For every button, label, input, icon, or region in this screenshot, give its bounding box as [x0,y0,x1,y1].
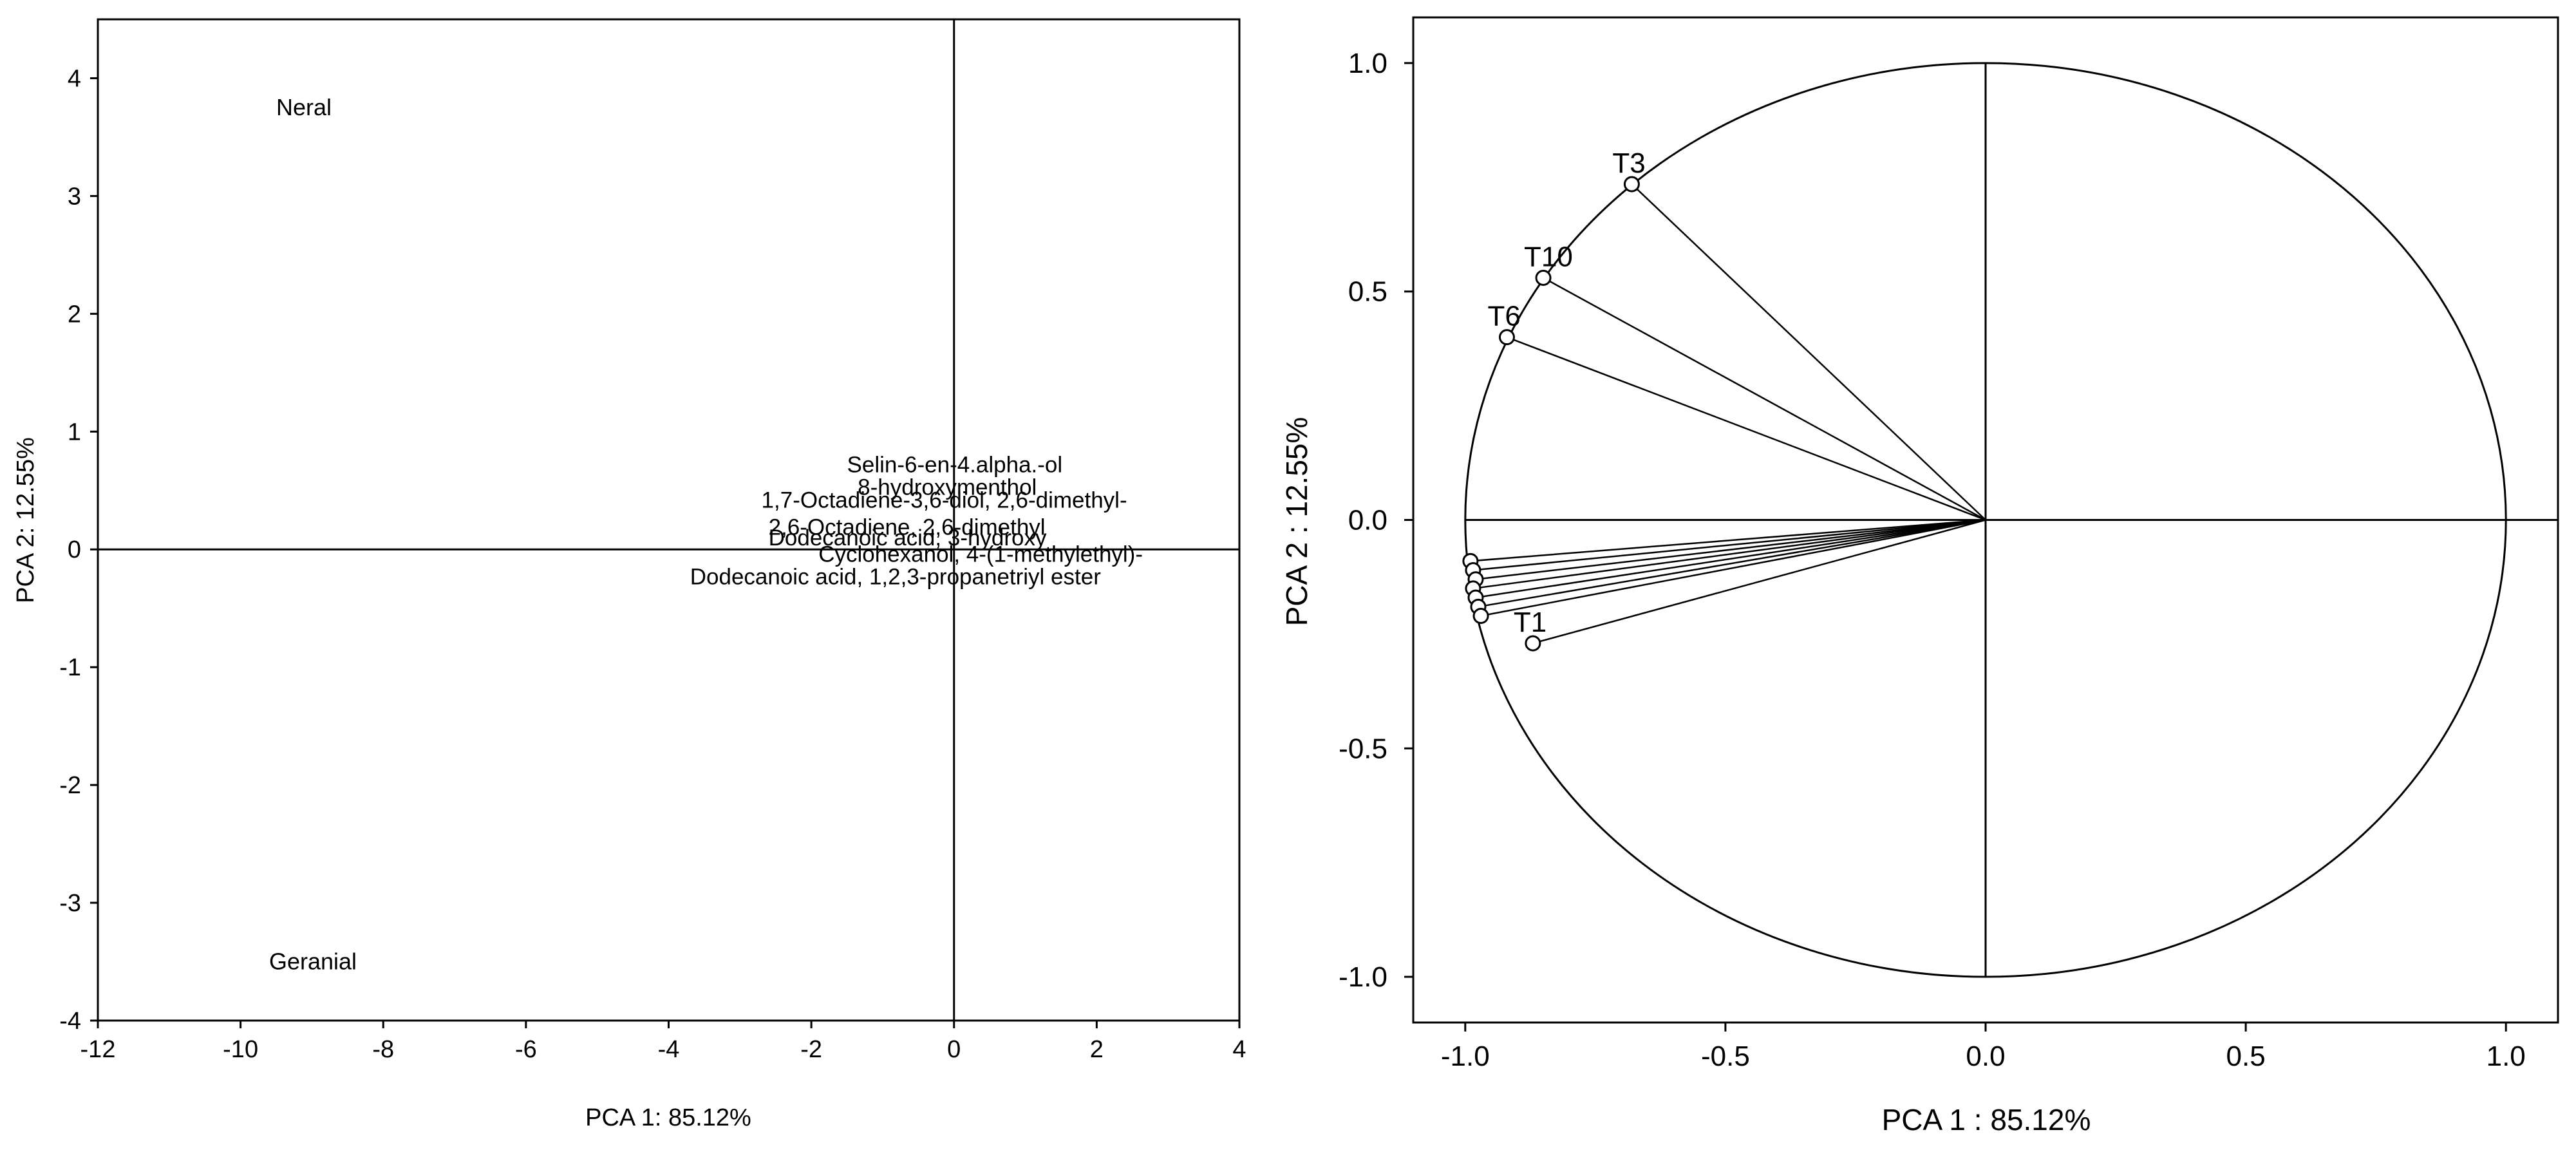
left-cluster-label: 2,6-Octadiene, 2,6-dimethyl [769,514,1046,540]
right-loading-point [1498,329,1515,346]
left-cluster-label: Dodecanoic acid, 3-hydroxy [769,525,1047,551]
right-y-tick-label: 0.5 [1348,276,1387,308]
left-x-tick-label: 0 [947,1036,961,1063]
left-y-tick-label: 3 [68,183,81,210]
left-cluster-label: 1,7-Octadiene-3,6-diol, 2,6-dimethyl- [762,487,1127,513]
right-point-label: T10 [1524,241,1573,272]
right-loading-point [1535,269,1552,286]
right-point-label: T3 [1612,147,1645,179]
left-y-tick-label: -1 [59,654,81,681]
right-loading-vector [1472,519,1986,571]
left-cluster-label: Selin-6-en-4.alpha.-ol [847,453,1063,478]
left-y-axis-label: PCA 2: 12.55% [12,437,39,603]
right-x-tick-label: 0.0 [1966,1041,2005,1072]
right-x-tick-label: 1.0 [2487,1041,2526,1072]
left-x-tick-label: -12 [80,1036,116,1063]
right-loading-vector [1507,336,1986,521]
left-cluster-label: Cyclohexanol, 4-(1-methylethyl)- [818,542,1143,567]
left-y-tick-label: 0 [68,536,81,563]
left-cluster-label: Dodecanoic acid, 1,2,3-propanetriyl este… [690,564,1101,589]
left-x-axis-label: PCA 1: 85.12% [585,1104,751,1131]
left-y-tick-label: 4 [68,65,81,92]
right-unit-circle [1464,62,2558,978]
right-y-tick-label: -0.5 [1339,733,1387,764]
right-y-tick-label: 0.0 [1348,505,1387,536]
left-point-label: Geranial [269,948,357,975]
left-y-tick-label: 1 [68,419,81,446]
right-loading-vector [1475,519,1986,599]
left-x-tick-label: -10 [223,1036,258,1063]
left-y-tick-label: -3 [59,890,81,917]
right-x-tick-label: 0.5 [2226,1041,2266,1072]
right-loading-point [1472,608,1489,625]
right-point-label: T6 [1487,301,1520,332]
left-x-tick-label: -6 [515,1036,537,1063]
right-point-label: T1 [1514,607,1547,638]
left-plot-frame [97,18,1241,1022]
right-y-axis-label: PCA 2 : 12.55% [1280,417,1313,627]
right-loading-vector [1480,519,1986,617]
right-y-tick-label: 1.0 [1348,48,1387,79]
left-x-tick-label: -8 [372,1036,394,1063]
right-x-tick-label: -1.0 [1441,1041,1490,1072]
right-loading-vector [1470,519,1986,562]
right-loading-vector [1475,519,1986,580]
right-loading-vector [1472,519,1986,590]
right-loading-vector [1478,519,1986,608]
left-zero-axes [98,19,1239,1021]
loading-plot: -1.0 -0.5 0.0 0.5 1.0 -1.0 -0.5 0.0 0.5 1.0 T3 T10… [1280,16,2559,1136]
left-x-tick-label: 4 [1232,1036,1246,1063]
left-y-tick-label: 2 [68,301,81,328]
left-cluster-label: 8-hydroxymenthol [858,475,1037,500]
left-y-tick-label: -4 [59,1008,81,1035]
right-x-tick-label: -0.5 [1701,1041,1750,1072]
left-x-tick-label: -4 [658,1036,680,1063]
right-y-tick-label: -1.0 [1339,961,1387,993]
left-point-label: Neral [276,94,332,120]
left-x-tick-label: -2 [800,1036,822,1063]
left-points: Neral Geranial Selin-6-en-4.alpha.-ol8-hyd… [269,94,1143,974]
right-loading-vector [1543,277,1986,521]
right-loading-point [1525,635,1541,652]
right-x-axis-label: PCA 1 : 85.12% [1882,1103,2091,1136]
left-x-tick-label: 2 [1090,1036,1104,1063]
left-y-tick-label: -2 [59,772,81,799]
right-loading-vector [1631,184,1986,521]
right-loading-vector [1532,519,1986,645]
right-ticks: -1.0 -0.5 0.0 0.5 1.0 -1.0 -0.5 0.0 0.5 1.0 [1339,48,2526,1072]
right-loading-point [1623,176,1640,193]
